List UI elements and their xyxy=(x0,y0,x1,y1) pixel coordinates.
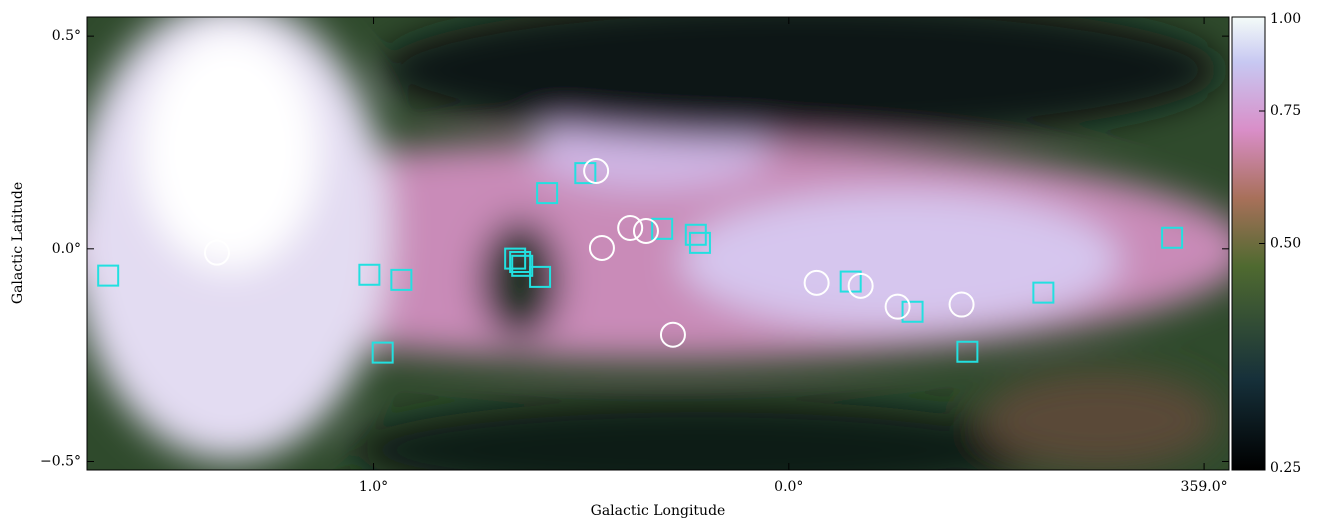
square-marker xyxy=(390,268,413,291)
square-marker xyxy=(504,247,527,270)
y-tick-label: 0.5° xyxy=(52,28,81,44)
square-marker xyxy=(684,223,707,246)
x-tick-label: 359.0° xyxy=(1181,479,1228,495)
square-marker xyxy=(358,263,381,286)
square-marker xyxy=(511,254,534,277)
square-marker xyxy=(1161,226,1184,249)
square-marker xyxy=(371,341,394,364)
square-marker xyxy=(688,231,711,254)
colorbar-tick-label: 0.25 xyxy=(1270,460,1301,476)
y-axis-label: Galactic Latitude xyxy=(10,182,26,304)
circle-marker xyxy=(583,157,610,184)
colorbar-tick-label: 0.75 xyxy=(1270,103,1301,119)
circle-marker xyxy=(847,272,874,299)
circle-marker xyxy=(203,239,230,266)
x-tick-label: 1.0° xyxy=(359,479,388,495)
square-marker xyxy=(536,182,559,205)
square-marker xyxy=(529,265,552,288)
square-marker xyxy=(901,300,924,323)
colorbar-tick-label: 1.00 xyxy=(1270,11,1301,27)
circle-marker xyxy=(588,234,615,261)
square-marker xyxy=(509,251,532,274)
colorbar-tick-label: 0.50 xyxy=(1270,236,1301,252)
square-marker xyxy=(651,217,674,240)
y-tick-label: −0.5° xyxy=(40,453,81,469)
map-image xyxy=(87,17,1229,470)
square-marker xyxy=(97,264,120,287)
square-marker xyxy=(956,340,979,363)
x-axis-label: Galactic Longitude xyxy=(591,503,726,519)
plot-frame xyxy=(86,16,1230,471)
circle-marker xyxy=(803,269,830,296)
circle-marker xyxy=(948,291,975,318)
circle-marker xyxy=(632,217,659,244)
x-tick-label: 0.0° xyxy=(774,479,803,495)
circle-marker xyxy=(617,214,644,241)
square-marker xyxy=(1032,281,1055,304)
square-marker xyxy=(574,162,597,185)
circle-marker xyxy=(659,321,686,348)
circle-marker xyxy=(884,293,911,320)
y-tick-label: 0.0° xyxy=(52,241,81,257)
